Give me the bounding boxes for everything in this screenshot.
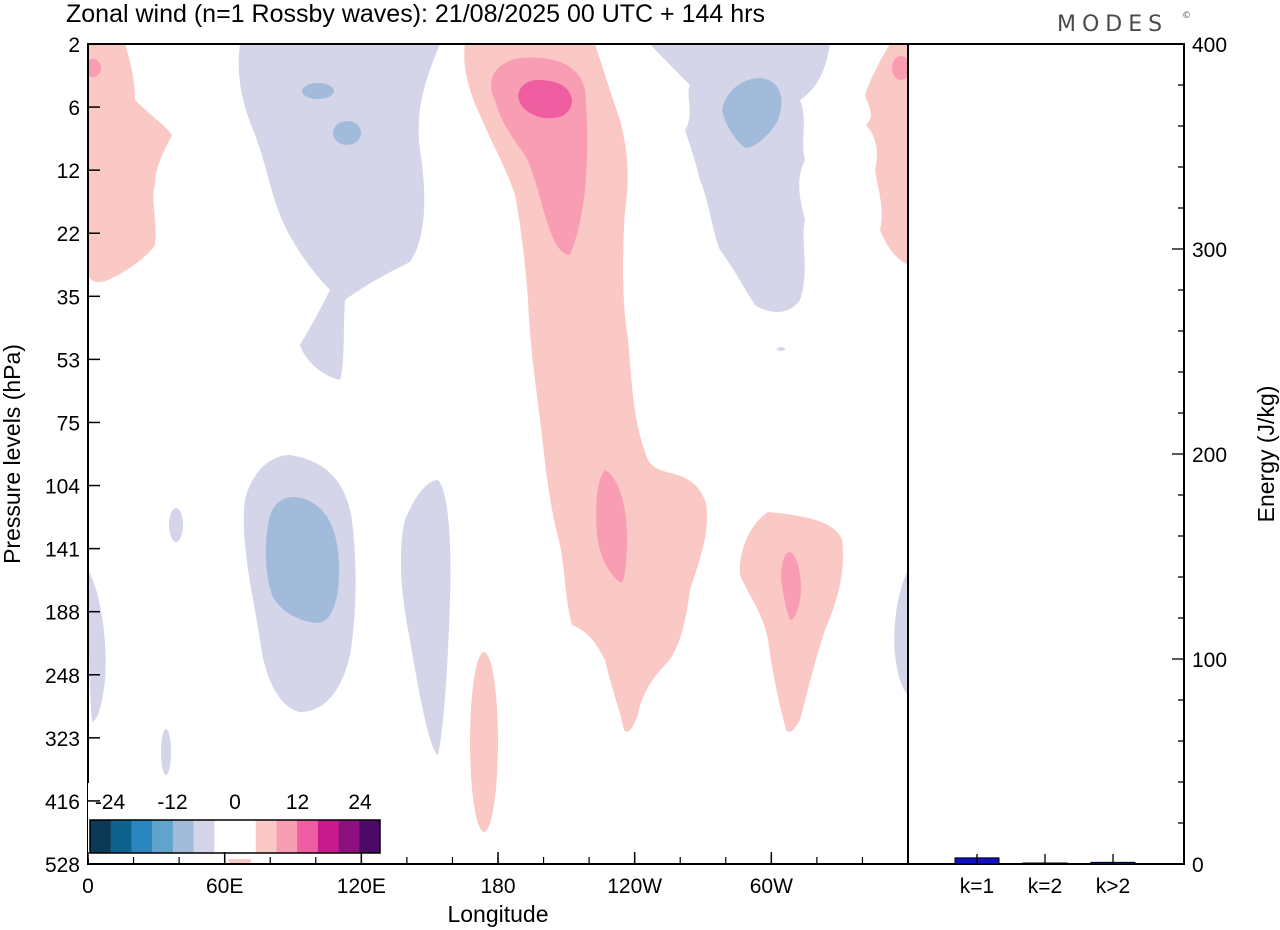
x-tick-label: 0	[82, 875, 94, 898]
energy-tick-label: 200	[1192, 444, 1227, 467]
x-tick-label: 60E	[206, 875, 243, 898]
contour-axes: 0 60E 120E 180 120W 60W 2 6 12 22 35 53 75 104 141 188 2…	[45, 34, 909, 898]
neg-blob-small-2	[161, 729, 171, 775]
neg-core-mid-1	[265, 497, 340, 623]
colorbar-swatch	[338, 820, 360, 853]
colorbar-swatch	[214, 820, 236, 853]
neg-region-mid-2	[400, 480, 451, 755]
energy-tick-label: 400	[1192, 34, 1227, 57]
colorbar-swatch	[359, 820, 381, 853]
colorbar-swatch	[131, 820, 153, 853]
colorbar-swatch	[235, 820, 257, 853]
colorbar-swatch	[110, 820, 132, 853]
y-tick-label: 6	[68, 97, 80, 120]
y-tick-label: 35	[57, 286, 80, 309]
pos-core-mid	[596, 470, 628, 583]
pos-region-mid-right	[739, 512, 844, 732]
neg-core-small-1	[302, 83, 334, 99]
y-tick-label: 248	[45, 665, 80, 688]
colorbar-label: -24	[95, 791, 126, 814]
neg-blob-small-1	[169, 508, 183, 542]
energy-tick-label: 300	[1192, 239, 1227, 262]
x-axis-title: Longitude	[447, 901, 548, 927]
neg-region-left-edge	[88, 570, 106, 722]
logo-mark: ©	[1182, 11, 1191, 21]
neg-region-right-edge	[894, 570, 908, 695]
y-tick-label: 323	[45, 728, 80, 751]
pos-core-strong	[518, 80, 572, 119]
neg-core-upper-right	[722, 78, 782, 148]
y-tick-label: 141	[45, 539, 80, 562]
energy-category-label: k=1	[960, 875, 994, 898]
colorbar-frame	[89, 819, 381, 854]
colorbar: -24 -12 0 12 24	[88, 783, 382, 859]
energy-axis-title: Energy (J/kg)	[1253, 386, 1279, 523]
y-tick-label: 22	[57, 223, 80, 246]
pos-region-lower	[470, 652, 498, 832]
energy-tick-label: 0	[1192, 854, 1204, 877]
colorbar-swatch	[172, 820, 194, 853]
energy-category-label: k=2	[1028, 875, 1062, 898]
y-tick-label: 53	[57, 349, 80, 372]
colorbar-label: 24	[348, 791, 372, 814]
colorbar-swatch	[152, 820, 174, 853]
colorbar-swatch	[317, 820, 339, 853]
neg-region-upper-left	[238, 44, 440, 380]
energy-frame	[907, 43, 1185, 865]
y-tick-label: 528	[45, 854, 80, 877]
pos-core-left-edge	[88, 59, 101, 77]
colorbar-label: -12	[157, 791, 187, 814]
x-tick-label: 120E	[337, 875, 386, 898]
y-tick-label: 75	[57, 412, 80, 435]
colorbar-swatch	[297, 820, 319, 853]
colorbar-swatch	[255, 820, 277, 853]
pos-core-mid-right	[781, 552, 801, 620]
y-tick-label: 104	[45, 476, 80, 499]
modes-logo: MODES	[1057, 12, 1168, 37]
pos-region-left	[88, 44, 172, 283]
neg-region-upper-right	[650, 44, 830, 312]
energy-tick-label: 100	[1192, 649, 1227, 672]
colorbar-swatch	[90, 820, 112, 853]
colorbar-swatch	[193, 820, 215, 853]
energy-category-label: k>2	[1096, 875, 1130, 898]
colorbar-swatch	[276, 820, 298, 853]
y-tick-label: 12	[57, 160, 80, 183]
colorbar-label: 0	[229, 791, 241, 814]
neg-core-small-2	[333, 121, 361, 145]
x-tick-label: 180	[480, 875, 515, 898]
colorbar-label: 12	[286, 791, 309, 814]
chart-title: Zonal wind (n=1 Rossby waves): 21/08/202…	[66, 0, 765, 28]
contour-plot	[87, 43, 909, 865]
y-axis-title: Pressure levels (hPa)	[0, 344, 25, 564]
x-tick-label: 60W	[750, 875, 793, 898]
pos-region-right-edge	[865, 44, 908, 265]
pos-core-right-edge	[892, 56, 908, 80]
x-tick-label: 120W	[607, 875, 662, 898]
y-tick-label: 2	[68, 34, 80, 57]
neg-blob-small-3	[777, 347, 785, 351]
y-tick-label: 188	[45, 602, 80, 625]
y-tick-label: 416	[45, 791, 80, 814]
energy-panel: 0 100 200 300 400 k=1 k=2 k>2	[907, 34, 1227, 898]
pos-region-main	[464, 44, 708, 732]
